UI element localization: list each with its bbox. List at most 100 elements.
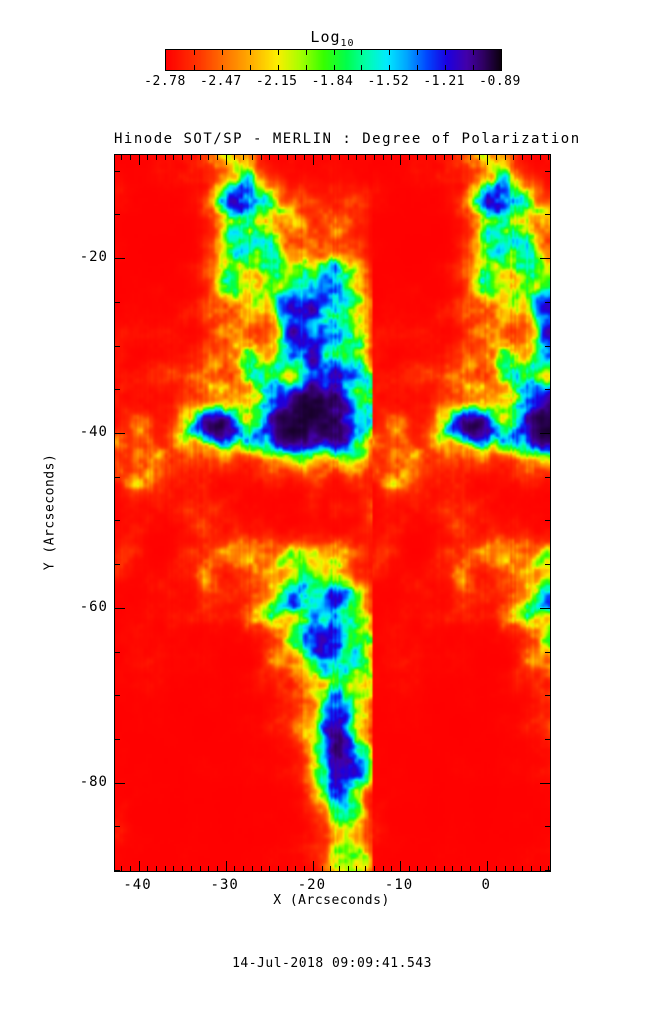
axis-tick bbox=[173, 866, 174, 871]
axis-tick bbox=[531, 866, 532, 871]
axis-tick bbox=[545, 870, 550, 871]
axis-tick bbox=[540, 866, 541, 871]
axis-tick bbox=[191, 155, 192, 160]
colorbar-tick bbox=[389, 65, 390, 70]
x-tick-label: 0 bbox=[481, 877, 491, 893]
axis-tick bbox=[356, 866, 357, 871]
colorbar-tick-label: -1.52 bbox=[367, 74, 410, 89]
axis-tick bbox=[470, 866, 471, 871]
colorbar-title-subscript: 10 bbox=[340, 38, 355, 49]
axis-tick bbox=[540, 258, 550, 259]
axis-tick bbox=[540, 155, 541, 160]
colorbar bbox=[165, 49, 502, 71]
axis-tick bbox=[409, 155, 410, 160]
axis-tick bbox=[545, 826, 550, 827]
axis-tick bbox=[409, 866, 410, 871]
axis-tick bbox=[400, 155, 401, 165]
axis-tick bbox=[505, 866, 506, 871]
axis-tick bbox=[295, 155, 296, 160]
axis-tick bbox=[545, 389, 550, 390]
axis-tick bbox=[130, 155, 131, 160]
axis-tick bbox=[540, 608, 550, 609]
axis-tick bbox=[487, 155, 488, 165]
axis-tick bbox=[208, 155, 209, 160]
axis-tick bbox=[356, 155, 357, 160]
axis-tick bbox=[461, 155, 462, 160]
axis-tick bbox=[165, 866, 166, 871]
axis-tick bbox=[513, 866, 514, 871]
axis-tick bbox=[545, 564, 550, 565]
axis-tick bbox=[505, 155, 506, 160]
axis-tick bbox=[182, 155, 183, 160]
colorbar-tick bbox=[222, 65, 223, 70]
colorbar-tick-label: -1.21 bbox=[423, 74, 465, 89]
axis-tick bbox=[147, 866, 148, 871]
axis-tick bbox=[365, 866, 366, 871]
timestamp: 14-Jul-2018 09:09:41.543 bbox=[232, 956, 432, 971]
y-tick-label: -20 bbox=[79, 249, 108, 266]
colorbar-tick-label: -0.89 bbox=[479, 74, 521, 89]
axis-tick bbox=[452, 155, 453, 160]
axis-tick bbox=[261, 866, 262, 871]
y-tick-label: -40 bbox=[79, 424, 108, 440]
axis-tick bbox=[173, 155, 174, 160]
colorbar-tick bbox=[278, 50, 279, 55]
axis-tick bbox=[115, 695, 120, 696]
axis-tick bbox=[545, 346, 550, 347]
axis-tick bbox=[115, 870, 120, 871]
colorbar-tick-label: -2.78 bbox=[144, 74, 186, 89]
axis-tick bbox=[261, 155, 262, 160]
axis-tick bbox=[452, 866, 453, 871]
colorbar-tick bbox=[445, 50, 446, 55]
axis-tick bbox=[545, 520, 550, 521]
axis-tick bbox=[522, 866, 523, 871]
axis-tick bbox=[470, 155, 471, 160]
axis-tick bbox=[115, 258, 125, 259]
axis-tick bbox=[115, 477, 120, 478]
axis-tick bbox=[115, 608, 125, 609]
axis-tick bbox=[252, 155, 253, 160]
axis-tick bbox=[304, 155, 305, 160]
axis-tick bbox=[374, 155, 375, 160]
colorbar-tick bbox=[473, 65, 474, 70]
axis-tick bbox=[115, 739, 120, 740]
y-axis-label: Y (Arcseconds) bbox=[42, 453, 58, 571]
axis-tick bbox=[487, 861, 488, 871]
axis-tick bbox=[115, 302, 120, 303]
axis-tick bbox=[339, 155, 340, 160]
axis-tick bbox=[435, 866, 436, 871]
colorbar-title: Log10 bbox=[165, 28, 500, 49]
axis-tick bbox=[322, 155, 323, 160]
x-axis-label: X (Arcseconds) bbox=[273, 893, 390, 908]
colorbar-tick bbox=[417, 50, 418, 55]
axis-tick bbox=[545, 652, 550, 653]
colorbar-tick bbox=[306, 65, 307, 70]
axis-tick bbox=[234, 155, 235, 160]
axis-tick bbox=[417, 155, 418, 160]
axis-tick bbox=[115, 826, 120, 827]
axis-tick bbox=[295, 866, 296, 871]
axis-tick bbox=[496, 866, 497, 871]
axis-tick bbox=[540, 783, 550, 784]
axis-tick bbox=[548, 155, 549, 160]
axis-tick bbox=[243, 866, 244, 871]
axis-tick bbox=[165, 155, 166, 160]
axis-tick bbox=[121, 866, 122, 871]
colorbar-tick bbox=[389, 50, 390, 55]
axis-tick bbox=[278, 866, 279, 871]
axis-tick bbox=[234, 866, 235, 871]
heatmap-image bbox=[115, 155, 550, 871]
axis-tick bbox=[339, 866, 340, 871]
colorbar-tick bbox=[194, 50, 195, 55]
axis-tick bbox=[200, 155, 201, 160]
axis-tick bbox=[330, 866, 331, 871]
axis-tick bbox=[287, 866, 288, 871]
axis-tick bbox=[417, 866, 418, 871]
colorbar-tick-label: -1.84 bbox=[311, 74, 354, 89]
axis-tick bbox=[304, 866, 305, 871]
x-tick-label: -20 bbox=[297, 877, 327, 893]
axis-tick bbox=[269, 155, 270, 160]
y-tick-label: -60 bbox=[79, 598, 108, 615]
colorbar-tick bbox=[250, 65, 251, 70]
axis-tick bbox=[322, 866, 323, 871]
